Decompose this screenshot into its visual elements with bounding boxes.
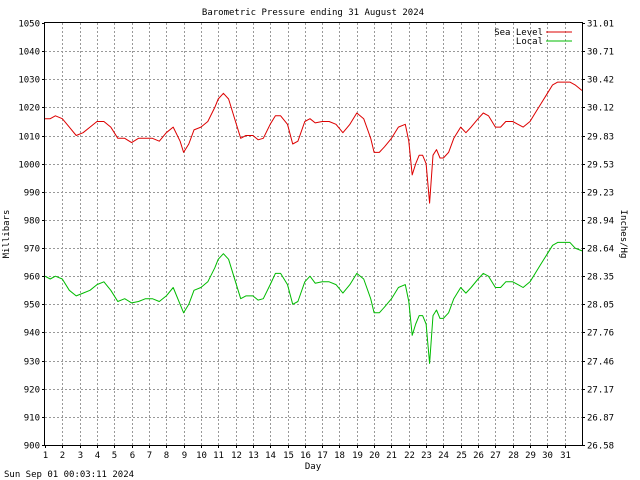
axis-ticks: 1 2 3 4 5 6 7 8 9 10 11 12 13 14 15 16 17 18 19 20 21 22 23 24 2… — [18, 20, 614, 462]
y-tick-label-left: 920 — [24, 386, 40, 396]
y-tick-label-left: 1020 — [18, 104, 40, 114]
y-tick-label-left: 1040 — [18, 48, 40, 58]
y-tick-label-right: 27.17 — [587, 386, 614, 396]
legend: Sea Level Local — [494, 28, 572, 47]
y-tick-label-right: 30.12 — [587, 104, 614, 114]
y-tick-label-left: 1000 — [18, 161, 40, 171]
y-tick-label-left: 1030 — [18, 76, 40, 86]
legend-label-sea-level: Sea Level — [494, 28, 543, 38]
y-tick-label-right: 29.53 — [587, 161, 614, 171]
x-tick-label: 19 — [352, 451, 363, 461]
y-tick-label-right: 28.94 — [587, 217, 614, 227]
y-tick-label-right: 30.71 — [587, 48, 614, 58]
y-tick-label-right: 28.64 — [587, 245, 614, 255]
x-tick-label: 4 — [95, 451, 100, 461]
y-tick-label-left: 940 — [24, 329, 40, 339]
y-tick-label-right: 28.35 — [587, 273, 614, 283]
x-tick-label: 22 — [404, 451, 415, 461]
y-axis-label-right: Inches/Hg — [618, 210, 628, 259]
plot-frame — [44, 22, 583, 446]
x-tick-label: 24 — [438, 451, 449, 461]
x-tick-label: 26 — [473, 451, 484, 461]
x-tick-label: 14 — [265, 451, 276, 461]
y-tick-label-right: 29.23 — [587, 189, 614, 199]
x-tick-label: 29 — [525, 451, 536, 461]
x-tick-label: 31 — [560, 451, 571, 461]
y-tick-label-right: 27.76 — [587, 329, 614, 339]
x-tick-label: 23 — [421, 451, 432, 461]
chart-title: Barometric Pressure ending 31 August 202… — [202, 8, 424, 18]
x-axis-label: Day — [305, 462, 322, 472]
y-tick-label-left: 990 — [24, 189, 40, 199]
x-tick-label: 8 — [164, 451, 169, 461]
legend-label-local: Local — [516, 37, 543, 47]
y-tick-label-left: 900 — [24, 442, 40, 452]
y-tick-label-right: 26.87 — [587, 414, 614, 424]
x-tick-label: 5 — [112, 451, 117, 461]
footer-timestamp: Sun Sep 01 00:03:11 2024 — [4, 470, 134, 480]
y-tick-label-right: 30.42 — [587, 76, 614, 86]
y-tick-label-right: 26.58 — [587, 442, 614, 452]
x-tick-label: 27 — [490, 451, 501, 461]
x-tick-label: 20 — [369, 451, 380, 461]
y-tick-label-left: 960 — [24, 273, 40, 283]
x-tick-label: 12 — [231, 451, 242, 461]
y-tick-label-right: 31.01 — [587, 20, 614, 30]
x-tick-label: 16 — [300, 451, 311, 461]
x-tick-label: 21 — [386, 451, 397, 461]
y-tick-label-left: 1050 — [18, 20, 40, 30]
x-tick-label: 15 — [283, 451, 294, 461]
x-tick-label: 6 — [130, 451, 135, 461]
x-tick-label: 18 — [334, 451, 345, 461]
x-tick-label: 28 — [508, 451, 519, 461]
x-tick-label: 3 — [78, 451, 83, 461]
y-tick-label-left: 910 — [24, 414, 40, 424]
grid — [45, 23, 582, 445]
x-tick-label: 13 — [248, 451, 259, 461]
y-axis-label-left: Millibars — [2, 210, 12, 259]
series-line-sea-level — [45, 81, 583, 204]
y-tick-label-left: 950 — [24, 301, 40, 311]
x-tick-label: 30 — [542, 451, 553, 461]
x-tick-label: 9 — [182, 451, 187, 461]
x-tick-label: 17 — [317, 451, 328, 461]
x-tick-label: 10 — [196, 451, 207, 461]
y-tick-label-right: 27.46 — [587, 358, 614, 368]
x-tick-label: 2 — [60, 451, 65, 461]
y-tick-label-left: 930 — [24, 358, 40, 368]
x-tick-label: 7 — [147, 451, 152, 461]
y-tick-label-left: 970 — [24, 245, 40, 255]
y-tick-label-right: 28.05 — [587, 301, 614, 311]
y-tick-label-right: 29.83 — [587, 133, 614, 143]
x-tick-label: 1 — [43, 451, 48, 461]
x-tick-label: 25 — [456, 451, 467, 461]
series-line-local — [44, 241, 583, 364]
y-tick-label-left: 1010 — [18, 133, 40, 143]
x-tick-label: 11 — [213, 451, 224, 461]
series-layer — [44, 81, 583, 364]
y-tick-label-left: 980 — [24, 217, 40, 227]
